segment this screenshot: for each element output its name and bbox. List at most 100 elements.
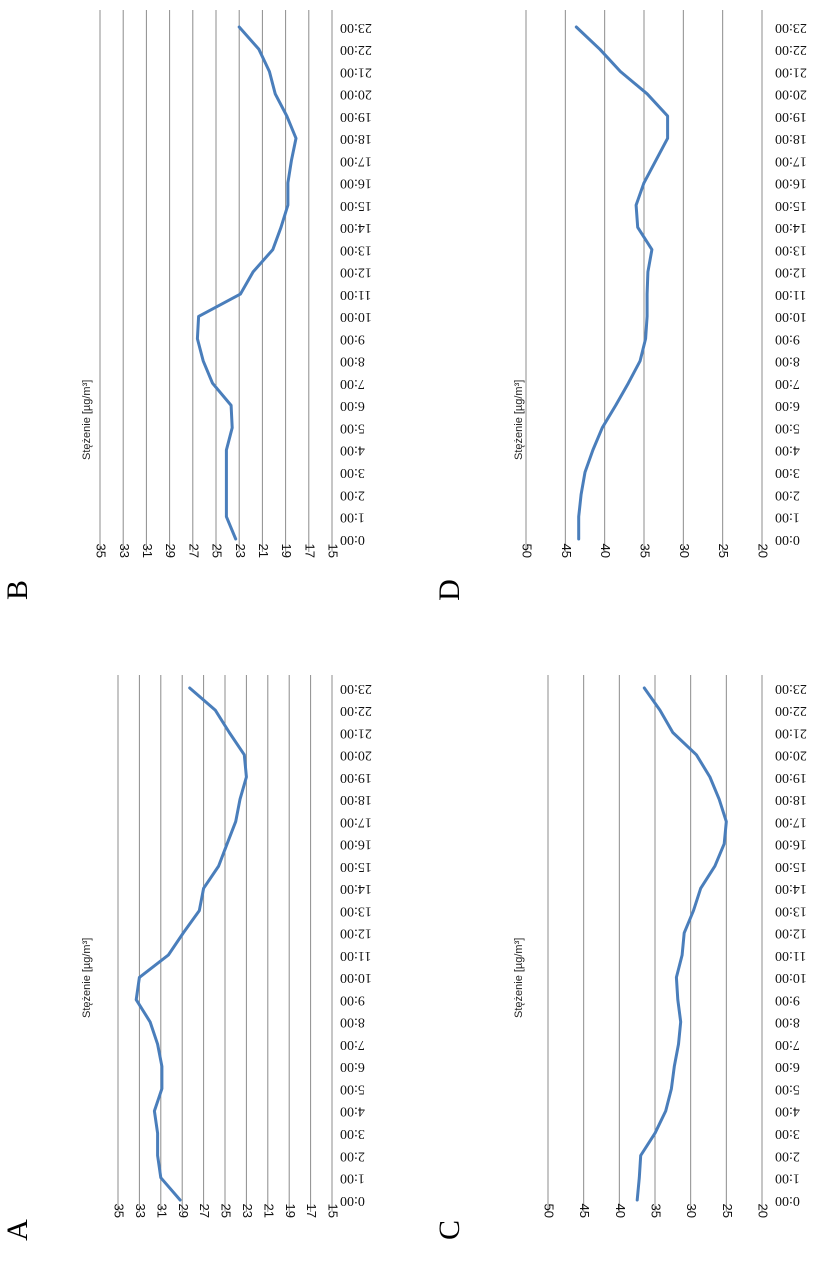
y-tick-label-a-3: 29: [176, 1204, 191, 1218]
x-tick-label-b-0: 0:00: [340, 532, 365, 547]
y-tick-label-a-5: 25: [219, 1204, 234, 1218]
x-tick-label-d-22: 22:00: [775, 42, 807, 57]
x-tick-label-d-16: 16:00: [775, 176, 807, 191]
x-tick-label-c-17: 17:00: [775, 814, 807, 829]
y-tick-label-a-4: 27: [197, 1204, 212, 1218]
y-tick-label-b-6: 23: [233, 544, 248, 558]
y-tick-label-a-8: 19: [283, 1204, 298, 1218]
y-tick-label-a-7: 21: [261, 1204, 276, 1218]
x-tick-label-d-21: 21:00: [775, 64, 807, 79]
x-tick-label-b-14: 14:00: [340, 220, 372, 235]
y-tick-label-c-6: 20: [756, 1204, 771, 1218]
y-axis-label-b: Stężenie [µg/m³]: [81, 380, 93, 460]
x-tick-label-b-19: 19:00: [340, 109, 372, 124]
y-tick-label-d-3: 35: [638, 544, 653, 558]
y-tick-label-b-9: 17: [302, 544, 317, 558]
x-tick-label-b-1: 1:00: [340, 510, 365, 525]
x-tick-label-b-2: 2:00: [340, 487, 365, 502]
chart-panel-c: 50 45 40 35 30 25 20 0:00 1:00 2:00 3:00 4:00 5:00 6:…: [433, 675, 807, 1240]
x-tick-label-d-19: 19:00: [775, 109, 807, 124]
y-tick-label-b-10: 15: [326, 544, 341, 558]
chart-panel-b: 35 33 31 29 27 25 23 21 19 17 150:00 1:00 2:00 3:00 4:…: [1, 10, 372, 600]
y-tick-label-d-0: 50: [520, 544, 535, 558]
y-tick-label-b-2: 31: [140, 544, 155, 558]
x-tick-label-a-5: 5:00: [340, 1081, 365, 1096]
y-tick-label-d-5: 25: [716, 544, 731, 558]
y-tick-label-b-4: 27: [186, 544, 201, 558]
x-tick-label-b-11: 11:00: [340, 287, 371, 302]
x-tick-label-d-12: 12:00: [775, 265, 807, 280]
x-tick-label-d-7: 7:00: [775, 376, 800, 391]
y-axis-label-d: Stężenie [µg/m³]: [513, 380, 525, 460]
x-tick-label-c-20: 20:00: [775, 748, 807, 763]
y-tick-label-c-2: 40: [613, 1204, 628, 1218]
x-tick-label-b-10: 10:00: [340, 309, 372, 324]
x-tick-label-d-3: 3:00: [775, 465, 800, 480]
x-tick-label-b-15: 15:00: [340, 198, 372, 213]
x-tick-label-a-11: 11:00: [340, 948, 371, 963]
x-tick-label-b-18: 18:00: [340, 131, 372, 146]
x-tick-label-c-1: 1:00: [775, 1171, 800, 1186]
x-tick-label-a-22: 22:00: [340, 703, 372, 718]
x-tick-label-c-5: 5:00: [775, 1081, 800, 1096]
x-tick-label-b-3: 3:00: [340, 465, 365, 480]
y-tick-label-b-0: 35: [94, 544, 109, 558]
x-tick-label-c-6: 6:00: [775, 1059, 800, 1074]
x-tick-label-d-0: 0:00: [775, 532, 800, 547]
x-tick-label-a-17: 17:00: [340, 814, 372, 829]
x-tick-label-c-18: 18:00: [775, 792, 807, 807]
x-tick-label-c-15: 15:00: [775, 859, 807, 874]
x-tick-label-a-15: 15:00: [340, 859, 372, 874]
x-tick-label-b-13: 13:00: [340, 242, 372, 257]
y-axis-label-a: Stężenie [µg/m³]: [81, 938, 93, 1018]
x-tick-label-a-16: 16:00: [340, 837, 372, 852]
x-tick-label-c-3: 3:00: [775, 1126, 800, 1141]
y-tick-label-d-1: 45: [559, 544, 574, 558]
x-tick-label-a-7: 7:00: [340, 1037, 365, 1052]
x-tick-label-c-19: 19:00: [775, 770, 807, 785]
x-tick-label-d-5: 5:00: [775, 420, 800, 435]
y-tick-label-b-8: 19: [279, 544, 294, 558]
y-tick-label-a-1: 33: [133, 1204, 148, 1218]
data-line-a: [134, 686, 248, 1202]
x-tick-label-d-4: 4:00: [775, 443, 800, 458]
x-tick-label-d-18: 18:00: [775, 131, 807, 146]
data-line-b: [195, 25, 298, 541]
chart-panel-a: 35 33 31 29 27 25 23 21 19 17 150:00 1:00 2:00 3:00 4:…: [1, 675, 372, 1241]
x-tick-label-d-17: 17:00: [775, 153, 807, 168]
data-line-c: [635, 686, 728, 1202]
y-tick-label-c-4: 30: [684, 1204, 699, 1218]
x-tick-label-c-16: 16:00: [775, 837, 807, 852]
x-tick-label-c-23: 23:00: [775, 681, 807, 696]
x-tick-label-a-20: 20:00: [340, 748, 372, 763]
x-tick-label-c-4: 4:00: [775, 1104, 800, 1119]
x-tick-label-a-3: 3:00: [340, 1126, 365, 1141]
x-tick-label-d-14: 14:00: [775, 220, 807, 235]
x-tick-label-a-4: 4:00: [340, 1104, 365, 1119]
data-line-d: [574, 25, 670, 541]
panel-letter-a: A: [1, 1219, 34, 1241]
y-tick-label-a-0: 35: [112, 1204, 127, 1218]
x-tick-label-a-12: 12:00: [340, 926, 372, 941]
y-tick-label-b-5: 25: [210, 544, 225, 558]
x-tick-label-d-20: 20:00: [775, 87, 807, 102]
x-tick-label-c-21: 21:00: [775, 725, 807, 740]
x-tick-label-d-8: 8:00: [775, 354, 800, 369]
y-tick-label-c-3: 35: [649, 1204, 664, 1218]
y-tick-label-a-9: 17: [304, 1204, 319, 1218]
x-tick-label-b-5: 5:00: [340, 420, 365, 435]
panel-letter-d: D: [433, 579, 466, 601]
x-tick-label-b-9: 9:00: [340, 331, 365, 346]
x-tick-label-a-0: 0:00: [340, 1193, 365, 1208]
x-tick-label-c-8: 8:00: [775, 1015, 800, 1030]
y-tick-label-b-1: 33: [117, 544, 132, 558]
x-tick-label-c-11: 11:00: [775, 948, 806, 963]
x-tick-label-b-23: 23:00: [340, 20, 372, 35]
x-tick-label-d-15: 15:00: [775, 198, 807, 213]
x-tick-label-b-16: 16:00: [340, 176, 372, 191]
y-tick-label-a-10: 15: [326, 1204, 341, 1218]
y-tick-label-c-5: 25: [720, 1204, 735, 1218]
y-tick-label-c-0: 50: [542, 1204, 557, 1218]
x-tick-label-b-6: 6:00: [340, 398, 365, 413]
